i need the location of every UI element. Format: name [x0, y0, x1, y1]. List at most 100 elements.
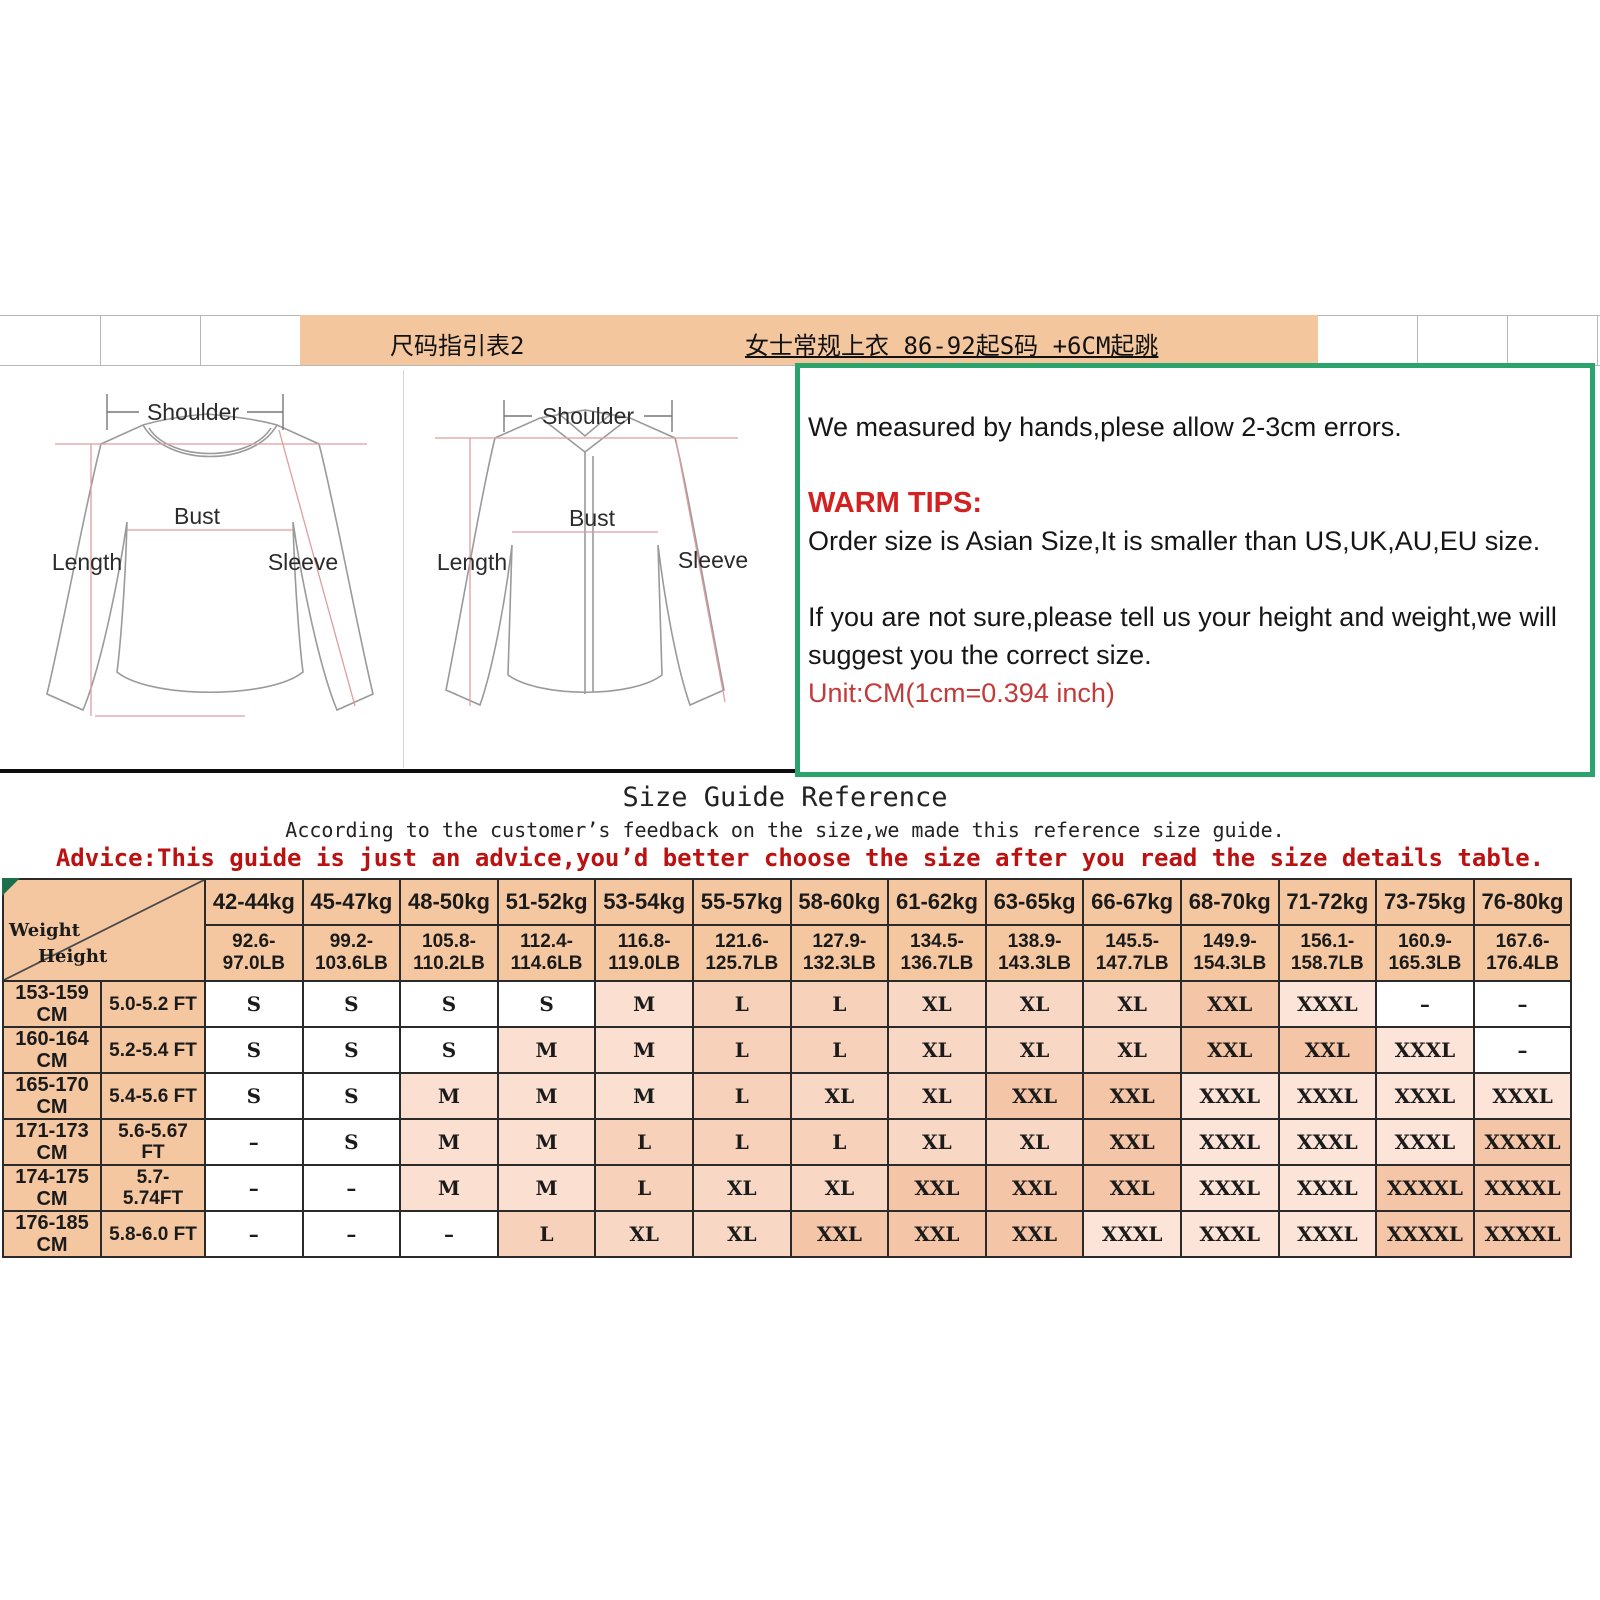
- banner-subtitle: 女士常规上衣 86-92起S码 +6CM起跳: [745, 332, 1159, 360]
- tshirt-neckline: [142, 424, 278, 458]
- size-cell: XXXL: [1277, 1072, 1378, 1120]
- size-cell: M: [496, 1026, 597, 1074]
- size-cell: M: [594, 1072, 694, 1120]
- weight-lb-header: 149.9- 154.3LB: [1179, 924, 1280, 982]
- weight-kg-header: 58-60kg: [789, 878, 890, 926]
- weight-lb-header: 121.6- 125.7LB: [691, 924, 792, 982]
- size-cell: M: [496, 1164, 597, 1212]
- size-guide-advice: Advice:This guide is just an advice,you’…: [55, 844, 1545, 872]
- weight-kg-header: 45-47kg: [301, 878, 402, 926]
- size-cell: S: [301, 1118, 402, 1166]
- tips-line-1: We measured by hands,plese allow 2-3cm e…: [808, 412, 1402, 442]
- height-ft-cell: 5.6-5.67 FT: [100, 1118, 206, 1166]
- size-cell: XXXL: [1179, 1210, 1280, 1258]
- size-cell: XXL: [984, 1210, 1085, 1258]
- size-cell: XXXL: [1277, 1118, 1378, 1166]
- size-cell: XXXXL: [1472, 1164, 1573, 1212]
- title-banner: 尺码指引表2 女士常规上衣 86-92起S码 +6CM起跳: [300, 315, 1318, 365]
- size-cell: L: [789, 980, 890, 1028]
- size-cell: –: [301, 1164, 402, 1212]
- size-cell: XXL: [1082, 1072, 1182, 1120]
- height-cm-cell: 153-159 CM: [2, 980, 102, 1028]
- sleeve-guide-line: [278, 429, 356, 707]
- height-label: Height: [38, 946, 108, 967]
- size-cell: L: [496, 1210, 597, 1258]
- size-guide-subtitle: According to the customer’s feedback on …: [285, 818, 1285, 842]
- sleeve-label: Sleeve: [268, 549, 338, 575]
- length-label: Length: [437, 549, 507, 575]
- size-cell: L: [691, 1072, 792, 1120]
- weight-kg-header: 73-75kg: [1375, 878, 1475, 926]
- sleeve-guide-line: [675, 439, 726, 703]
- size-cell: XL: [984, 1118, 1085, 1166]
- height-cm-cell: 176-185 CM: [2, 1210, 102, 1258]
- size-cell: XL: [887, 1118, 987, 1166]
- size-cell: S: [204, 1072, 304, 1120]
- size-cell: XL: [984, 1026, 1085, 1074]
- size-cell: XXL: [984, 1164, 1085, 1212]
- size-cell: XXXXL: [1375, 1164, 1475, 1212]
- size-cell: XL: [691, 1210, 792, 1258]
- grid-line: [1417, 315, 1418, 365]
- size-cell: S: [399, 980, 499, 1028]
- shirt-diagram: Shoulder Bust Length Sleeve: [435, 400, 748, 707]
- tips-line-2: Order size is Asian Size,It is smaller t…: [808, 526, 1541, 556]
- size-cell: XXXL: [1179, 1118, 1280, 1166]
- size-cell: L: [594, 1118, 694, 1166]
- size-cell: XXXL: [1277, 1210, 1378, 1258]
- size-cell: XL: [691, 1164, 792, 1212]
- size-cell: XXXL: [1082, 1210, 1182, 1258]
- size-cell: L: [789, 1118, 890, 1166]
- size-cell: XL: [1082, 980, 1182, 1028]
- weight-kg-header: 48-50kg: [399, 878, 499, 926]
- length-label: Length: [52, 549, 122, 575]
- weight-lb-header: 134.5- 136.7LB: [887, 924, 987, 982]
- size-cell: XL: [789, 1164, 890, 1212]
- size-cell: XL: [887, 980, 987, 1028]
- size-cell: XXXL: [1375, 1118, 1475, 1166]
- size-cell: –: [204, 1118, 304, 1166]
- size-cell: XXXL: [1375, 1072, 1475, 1120]
- table-row: 153-159 CM 5.0-5.2 FT S S S S M L L XL XL XL XXL XXXL…: [2, 980, 1573, 1028]
- size-cell: XXXXL: [1375, 1210, 1475, 1258]
- size-cell: XL: [887, 1072, 987, 1120]
- size-cell: –: [301, 1210, 402, 1258]
- size-cell: XXXL: [1179, 1072, 1280, 1120]
- size-cell: XL: [984, 980, 1085, 1028]
- grid-line: [200, 315, 201, 365]
- size-cell: XXL: [1277, 1026, 1378, 1074]
- height-ft-cell: 5.8-6.0 FT: [100, 1210, 206, 1258]
- size-cell: –: [204, 1164, 304, 1212]
- size-cell: S: [301, 1026, 402, 1074]
- shirt-collar-inner: [557, 412, 613, 438]
- size-cell: S: [204, 1026, 304, 1074]
- weight-kg-header: 71-72kg: [1277, 878, 1378, 926]
- size-cell: S: [399, 1026, 499, 1074]
- size-cell: XXXL: [1179, 1164, 1280, 1212]
- tshirt-neckline-inner: [148, 427, 272, 455]
- height-ft-cell: 5.4-5.6 FT: [100, 1072, 206, 1120]
- size-cell: –: [399, 1210, 499, 1258]
- weight-lb-header: 138.9- 143.3LB: [984, 924, 1085, 982]
- size-cell: XXL: [1179, 1026, 1280, 1074]
- size-cell: XXL: [789, 1210, 890, 1258]
- size-cell: XL: [594, 1210, 694, 1258]
- size-cell: –: [1472, 980, 1573, 1028]
- weight-lb-header: 112.4- 114.6LB: [496, 924, 597, 982]
- weight-label: Weight: [9, 920, 81, 941]
- size-cell: M: [399, 1118, 499, 1166]
- weight-height-corner-cell: Weight Height: [2, 878, 206, 982]
- unit-line: Unit:CM(1cm=0.394 inch): [808, 678, 1115, 708]
- banner-title: 尺码指引表2: [390, 332, 525, 360]
- size-cell: S: [204, 980, 304, 1028]
- weight-lb-header: 105.8- 110.2LB: [399, 924, 499, 982]
- weight-kg-header: 51-52kg: [496, 878, 597, 926]
- size-table: Weight Height 42-44kg 45-47kg 48-50kg 51-52kg…: [2, 878, 1573, 1258]
- weight-kg-header: 42-44kg: [204, 878, 304, 926]
- size-cell: XXL: [1082, 1164, 1182, 1212]
- tshirt-diagram: Shoulder Bust Length Sleeve: [46, 394, 374, 717]
- size-cell: XXXL: [1277, 980, 1378, 1028]
- height-ft-cell: 5.7- 5.74FT: [100, 1164, 206, 1212]
- size-cell: M: [496, 1072, 597, 1120]
- table-row: 171-173 CM 5.6-5.67 FT – S M M L L L XL XL XXL XXXL X…: [2, 1118, 1573, 1166]
